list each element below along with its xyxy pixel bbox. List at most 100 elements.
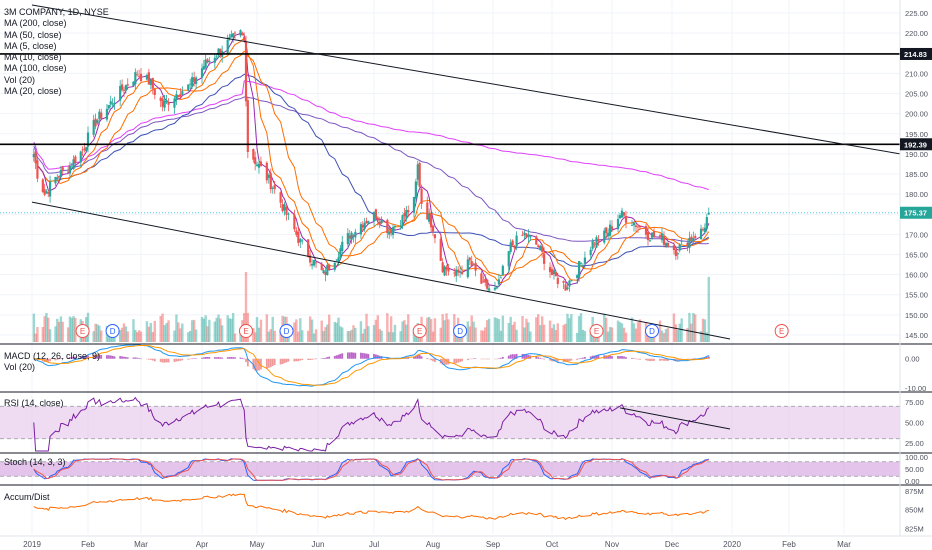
candle (193, 71, 196, 87)
candle-body (453, 272, 456, 274)
trend-lines[interactable] (31, 4, 901, 340)
vol-label[interactable]: Vol (20) (4, 362, 36, 372)
volume-bar (447, 319, 450, 342)
macd-histogram-bar (665, 358, 667, 361)
candle-body (638, 225, 642, 228)
volume-bar (124, 326, 128, 342)
macd-histogram-bar (193, 358, 196, 359)
candle (204, 54, 207, 73)
adl-label[interactable]: Accum/Dist (4, 492, 50, 502)
candle-body (59, 170, 63, 178)
macd-histogram-bar (258, 358, 260, 371)
candle-body (622, 212, 626, 216)
volume-bar (552, 324, 556, 342)
volume-bar (96, 324, 99, 342)
candle (648, 238, 652, 242)
macd-histogram-bar (83, 355, 86, 359)
candle (177, 94, 180, 98)
volume-bar (445, 313, 448, 342)
volume-bar (45, 312, 48, 342)
macd-histogram-bar (69, 357, 71, 359)
candle-body (630, 225, 634, 227)
rsi-trend-line (619, 407, 731, 430)
legend-study-ma10[interactable]: MA (10, close) (4, 52, 62, 63)
macd-histogram-bar (254, 358, 257, 371)
candle (405, 206, 408, 222)
legend-study-ma50[interactable]: MA (50, close) (4, 29, 62, 40)
macd-histogram-bar (181, 358, 184, 361)
macd-histogram-bar (322, 358, 325, 359)
candle-body (550, 269, 554, 275)
stoch-label[interactable]: Stoch (14, 3, 3) (4, 457, 66, 467)
macd-histogram-bar (566, 358, 569, 362)
volume-bar (228, 318, 231, 342)
macd-label[interactable]: MACD (12, 26, close, 9) (4, 351, 101, 361)
candle-body (70, 166, 73, 168)
candle-body (564, 284, 567, 291)
volume-bar (376, 315, 380, 342)
macd-histogram-bar (375, 354, 377, 359)
volume-bar (192, 319, 196, 342)
volume-bar (482, 330, 485, 342)
candle-body (579, 262, 583, 264)
candle (307, 239, 310, 258)
candle (354, 228, 357, 244)
volume-bar (56, 318, 59, 342)
horizontal-levels[interactable] (0, 53, 900, 146)
candle-body (399, 225, 402, 227)
price-label-badge (900, 138, 932, 151)
candle (226, 34, 229, 55)
macd-histogram-bar (165, 358, 168, 363)
price-tick-label: 165.00 (905, 250, 928, 259)
macd-histogram-bar (124, 356, 127, 359)
volume-bar (566, 313, 569, 342)
candle (543, 247, 546, 271)
legend-study-ma5[interactable]: MA (5, close) (4, 40, 57, 51)
macd-tick-label: -10.00 (905, 384, 926, 393)
macd-histogram-bar (420, 356, 423, 359)
candle-body (96, 120, 99, 124)
candle-body (297, 231, 300, 243)
volume-bar (217, 314, 220, 342)
volume-bar (610, 327, 614, 342)
candle-body (61, 167, 64, 171)
candle-body (120, 84, 124, 91)
candle (593, 241, 596, 248)
candle (335, 259, 338, 262)
candle (111, 98, 114, 108)
legend-study-vol[interactable]: Vol (20) (4, 74, 36, 85)
legend-study-ma200[interactable]: MA (200, close) (4, 18, 67, 29)
candle (703, 223, 707, 235)
macd-histogram-bar (281, 358, 284, 365)
candle-body (455, 269, 458, 276)
macd-histogram-bar (667, 358, 669, 361)
candle-body (54, 176, 57, 184)
macd-histogram-bar (707, 356, 710, 359)
legend-study-ma100[interactable]: MA (100, close) (4, 63, 67, 74)
legend-symbol[interactable]: 3M COMPANY, 1D, NYSE (4, 7, 109, 17)
macd-histogram-bar (134, 357, 137, 359)
macd-histogram-bar (428, 358, 431, 360)
pane-separators[interactable] (0, 0, 932, 537)
candle (94, 113, 97, 130)
macd-histogram-bar (56, 358, 59, 360)
candle-body (418, 163, 421, 187)
event-marker-e: E (75, 324, 90, 338)
event-circle (645, 324, 659, 338)
candle (426, 196, 429, 220)
candle-body (497, 279, 500, 285)
volume-bar (658, 320, 662, 342)
candle (646, 228, 650, 246)
accum-dist-tick-label: 825M (905, 525, 924, 534)
candle-body (279, 192, 282, 203)
macd-histogram-bar (623, 356, 625, 359)
candle (105, 104, 109, 122)
candle-body (149, 80, 152, 85)
candle (632, 222, 636, 232)
rsi-label[interactable]: RSI (14, close) (4, 398, 64, 408)
volume-bar (252, 328, 255, 342)
legend-study-ma20[interactable]: MA (20, close) (4, 86, 62, 97)
time-axis[interactable]: 2019 Feb Mar Apr May Jun Jul Aug Sep Oct Nov Dec 202… (23, 540, 851, 549)
